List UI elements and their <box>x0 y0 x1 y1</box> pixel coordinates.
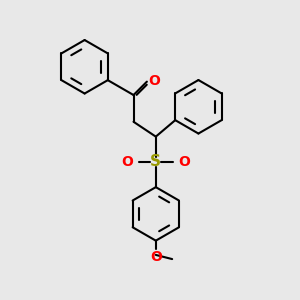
Text: S: S <box>150 154 161 169</box>
Text: O: O <box>149 74 161 88</box>
Text: O: O <box>121 155 133 169</box>
Text: O: O <box>178 155 190 169</box>
Text: O: O <box>150 250 162 264</box>
